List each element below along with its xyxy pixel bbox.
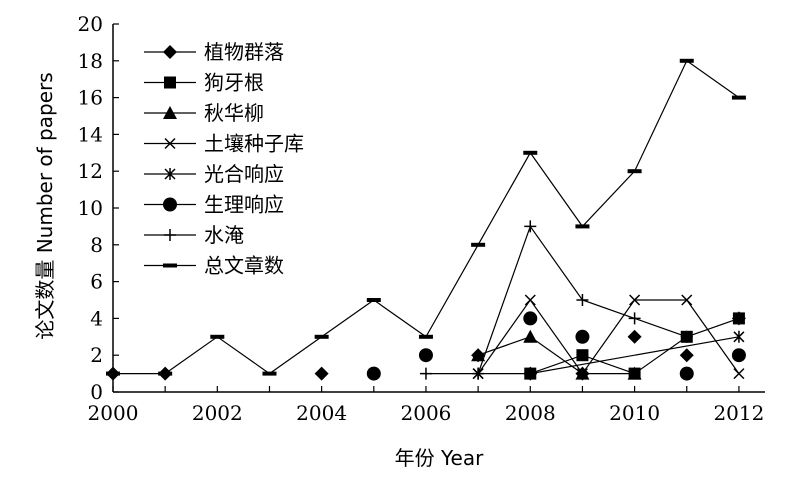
data-point — [418, 334, 433, 339]
data-point — [523, 311, 538, 326]
data-point — [627, 329, 642, 344]
y-tick-label: 6 — [90, 270, 103, 294]
data-point — [679, 58, 694, 63]
data-point — [366, 298, 381, 302]
x-tick-label: 2004 — [296, 401, 347, 425]
y-tick-label: 10 — [78, 196, 103, 220]
axes: 0 2 4 6 8 10 12 14 16 18 20 2000 2002 2004 2006 2008 201… — [78, 12, 765, 425]
data-point — [523, 329, 538, 343]
data-point — [419, 367, 432, 380]
legend-label: 秋华柳 — [204, 101, 264, 125]
data-point — [158, 371, 173, 376]
data-point — [314, 334, 329, 339]
data-point — [627, 169, 642, 174]
legend-label: 植物群落 — [204, 40, 284, 64]
data-point — [680, 330, 693, 343]
y-tick-label: 2 — [90, 343, 103, 367]
series-6 — [366, 311, 746, 381]
data-point — [731, 95, 746, 100]
data-point — [679, 366, 694, 381]
series-layer — [106, 58, 746, 381]
legend-label: 水淹 — [204, 223, 244, 247]
series-line — [477, 298, 740, 375]
data-point — [314, 366, 329, 381]
x-tick-label: 2006 — [401, 401, 452, 425]
data-point — [576, 368, 588, 380]
legend-marker — [164, 168, 176, 180]
data-point — [733, 368, 745, 380]
data-point — [731, 348, 746, 363]
legend-item: 水淹 — [144, 223, 244, 247]
legend-item: 狗牙根 — [144, 71, 264, 95]
series-line — [425, 225, 687, 375]
series-line — [478, 336, 740, 375]
y-axis-label: 论文数量 Number of papers — [33, 72, 57, 339]
series-line — [477, 336, 635, 375]
data-point — [106, 371, 120, 376]
legend-marker — [163, 106, 177, 119]
data-point — [471, 348, 486, 362]
y-tick-label: 16 — [78, 86, 103, 110]
data-point — [681, 294, 693, 306]
series-4 — [472, 294, 745, 380]
data-point — [733, 330, 745, 343]
y-tick-label: 8 — [90, 233, 103, 257]
legend-label: 生理响应 — [204, 193, 284, 217]
data-point — [627, 366, 642, 380]
data-point — [576, 294, 589, 306]
data-point — [575, 329, 590, 344]
x-axis-label: 年份 Year — [395, 446, 484, 470]
legend-item: 秋华柳 — [144, 101, 264, 125]
legend-item: 土壤种子库 — [144, 132, 304, 156]
data-point — [524, 220, 537, 233]
series-7 — [419, 220, 693, 380]
legend-label: 总文章数 — [204, 254, 284, 278]
x-tick-label: 2002 — [192, 401, 243, 425]
legend-label: 狗牙根 — [204, 71, 264, 95]
x-tick-label: 2008 — [505, 401, 556, 425]
data-point — [523, 150, 538, 155]
legend-marker — [163, 45, 177, 59]
x-tick-label: 2010 — [609, 401, 660, 425]
data-point — [262, 371, 277, 376]
data-point — [575, 224, 590, 229]
data-point — [524, 294, 536, 306]
legend-item: 总文章数 — [144, 254, 284, 278]
data-point — [366, 366, 381, 381]
data-point — [628, 312, 641, 325]
y-tick-label: 4 — [90, 306, 103, 330]
legend-item: 生理响应 — [144, 193, 284, 217]
data-point — [472, 367, 485, 380]
series-8 — [106, 58, 746, 376]
legend-label: 土壤种子库 — [204, 132, 304, 156]
data-point — [629, 294, 641, 306]
y-tick-label: 14 — [78, 122, 103, 146]
data-point — [679, 348, 694, 363]
legend-marker — [163, 263, 177, 268]
data-point — [471, 242, 486, 247]
series-line — [530, 317, 740, 375]
y-tick-label: 12 — [78, 159, 103, 183]
data-point — [732, 312, 745, 325]
data-point — [210, 334, 225, 339]
data-point — [524, 367, 536, 380]
legend-marker — [164, 229, 176, 241]
x-tick-label: 2012 — [713, 401, 764, 425]
series-5 — [472, 330, 745, 380]
legend-item: 植物群落 — [144, 40, 284, 64]
legend-item: 光合响应 — [144, 162, 284, 186]
legend-marker — [164, 137, 176, 150]
legend-label: 光合响应 — [204, 162, 284, 186]
y-tick-label: 0 — [90, 380, 103, 404]
x-tick-label: 2000 — [88, 401, 139, 425]
y-tick-label: 18 — [78, 49, 103, 73]
y-tick-label: 20 — [78, 12, 103, 36]
data-point — [576, 349, 589, 362]
legend-marker — [164, 76, 176, 89]
legend-marker — [163, 197, 177, 212]
data-point — [418, 348, 433, 363]
